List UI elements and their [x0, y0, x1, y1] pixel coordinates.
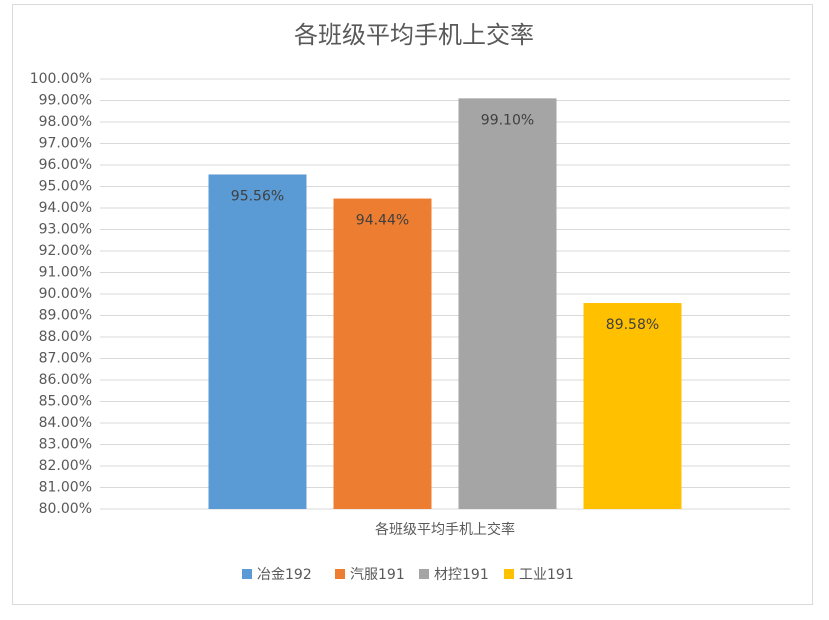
y-tick-label: 98.00% [39, 114, 92, 130]
legend-swatch [504, 569, 514, 579]
y-tick-label: 88.00% [39, 329, 92, 345]
y-tick-label: 87.00% [39, 351, 92, 367]
legend-swatch [335, 569, 345, 579]
y-tick-label: 84.00% [39, 415, 92, 431]
y-tick-label: 82.00% [39, 458, 92, 474]
y-tick-label: 83.00% [39, 437, 92, 453]
y-tick-label: 93.00% [39, 222, 92, 238]
data-label: 94.44% [356, 213, 409, 229]
y-tick-label: 81.00% [39, 480, 92, 496]
legend-label: 冶金192 [257, 567, 312, 583]
legend-label: 汽服191 [350, 567, 405, 583]
chart-title: 各班级平均手机上交率 [294, 21, 534, 49]
bar [333, 198, 432, 510]
data-label: 99.10% [481, 112, 534, 128]
y-tick-label: 85.00% [39, 394, 92, 410]
y-tick-label: 99.00% [39, 93, 92, 109]
legend-label: 材控191 [434, 567, 489, 583]
y-tick-label: 89.00% [39, 308, 92, 324]
bar [583, 303, 682, 509]
bar [458, 98, 557, 509]
bar [208, 174, 307, 509]
y-tick-label: 86.00% [39, 372, 92, 388]
y-tick-label: 92.00% [39, 243, 92, 259]
y-tick-label: 97.00% [39, 136, 92, 152]
y-tick-label: 95.00% [39, 179, 92, 195]
y-tick-label: 96.00% [39, 157, 92, 173]
data-label: 95.56% [231, 188, 284, 204]
y-tick-label: 80.00% [39, 501, 92, 517]
data-label: 89.58% [606, 317, 659, 333]
y-tick-label: 94.00% [39, 200, 92, 216]
legend-swatch [242, 569, 252, 579]
y-tick-label: 91.00% [39, 265, 92, 281]
y-tick-label: 100.00% [30, 71, 92, 87]
y-tick-label: 90.00% [39, 286, 92, 302]
legend-swatch [419, 569, 429, 579]
x-tick-label: 各班级平均手机上交率 [375, 521, 515, 538]
legend-label: 工业191 [519, 567, 574, 583]
